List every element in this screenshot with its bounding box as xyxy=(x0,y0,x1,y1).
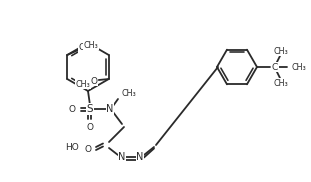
Text: O: O xyxy=(68,104,76,114)
Text: HO: HO xyxy=(65,143,79,153)
Text: N: N xyxy=(106,104,114,114)
Text: O: O xyxy=(79,43,86,52)
Text: N: N xyxy=(136,152,144,162)
Text: CH₃: CH₃ xyxy=(75,80,90,88)
Text: CH₃: CH₃ xyxy=(292,62,307,72)
Text: C: C xyxy=(272,62,278,72)
Text: CH₃: CH₃ xyxy=(274,46,288,56)
Text: CH₃: CH₃ xyxy=(84,41,99,50)
Text: O: O xyxy=(85,145,91,153)
Text: O: O xyxy=(86,122,94,132)
Text: S: S xyxy=(87,104,93,114)
Text: CH₃: CH₃ xyxy=(274,78,288,88)
Text: CH₃: CH₃ xyxy=(122,88,137,98)
Text: N: N xyxy=(118,152,126,162)
Text: O: O xyxy=(90,76,97,86)
